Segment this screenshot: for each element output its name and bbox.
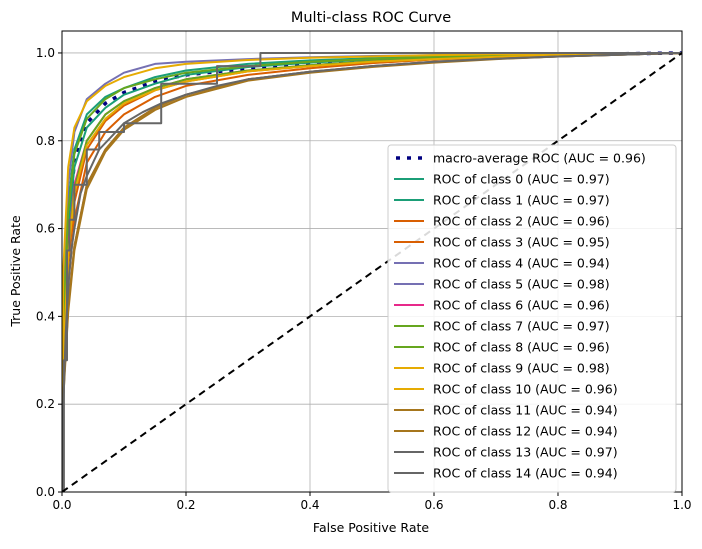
legend-label-8: ROC of class 7 (AUC = 0.97) [433, 319, 610, 334]
series-line-11 [62, 52, 682, 492]
x-axis-label: False Positive Rate [313, 520, 429, 535]
y-axis-label: True Positive Rate [8, 215, 23, 328]
y-tick-label: 1.0 [36, 46, 55, 60]
diagonal-reference-line [62, 52, 682, 492]
series-line-15 [62, 52, 682, 492]
y-tick-label: 0.4 [36, 309, 55, 323]
x-tick-label: 0.2 [176, 498, 195, 512]
plot-frame [61, 30, 683, 493]
series-layer [62, 51, 682, 492]
legend-label-14: ROC of class 13 (AUC = 0.97) [433, 445, 618, 460]
legend-label-6: ROC of class 5 (AUC = 0.98) [433, 277, 610, 292]
legend-label-7: ROC of class 6 (AUC = 0.96) [433, 298, 610, 313]
x-tick-label: 0.8 [548, 498, 567, 512]
y-tick-label: 0.8 [36, 134, 55, 148]
legend-label-11: ROC of class 10 (AUC = 0.96) [433, 382, 618, 397]
legend-label-12: ROC of class 11 (AUC = 0.94) [433, 403, 618, 418]
tick-layer: 0.00.0 0.2 0.2 0.4 0.4 0.6 0.6 0.8 0.8 1.0 1.0 [36, 46, 692, 512]
chart-title: Multi-class ROC Curve [291, 10, 451, 26]
legend-label-0: macro-average ROC (AUC = 0.96) [433, 151, 646, 166]
legend-label-10: ROC of class 9 (AUC = 0.98) [433, 361, 610, 376]
legend-label-15: ROC of class 14 (AUC = 0.94) [433, 466, 618, 481]
series-line-10 [62, 52, 682, 492]
x-tick-label: 0.6 [424, 498, 443, 512]
legend: macro-average ROC (AUC = 0.96) ROC of cla… [387, 144, 677, 493]
legend-label-4: ROC of class 3 (AUC = 0.95) [433, 235, 610, 250]
legend-label-13: ROC of class 12 (AUC = 0.94) [433, 424, 618, 439]
legend-label-5: ROC of class 4 (AUC = 0.94) [433, 256, 610, 271]
legend-box [387, 144, 677, 493]
legend-label-1: ROC of class 0 (AUC = 0.97) [433, 172, 610, 187]
y-tick-label: 0.0 [36, 485, 55, 499]
y-tick-label: 0.2 [36, 397, 55, 411]
x-tick-label: 0.0 [52, 498, 71, 512]
legend-label-3: ROC of class 2 (AUC = 0.96) [433, 214, 610, 229]
y-tick-label: 0.6 [36, 222, 55, 236]
x-tick-label: 0.4 [300, 498, 319, 512]
legend-label-9: ROC of class 8 (AUC = 0.96) [433, 340, 610, 355]
legend-label-2: ROC of class 1 (AUC = 0.97) [433, 193, 610, 208]
x-tick-label: 1.0 [672, 498, 691, 512]
